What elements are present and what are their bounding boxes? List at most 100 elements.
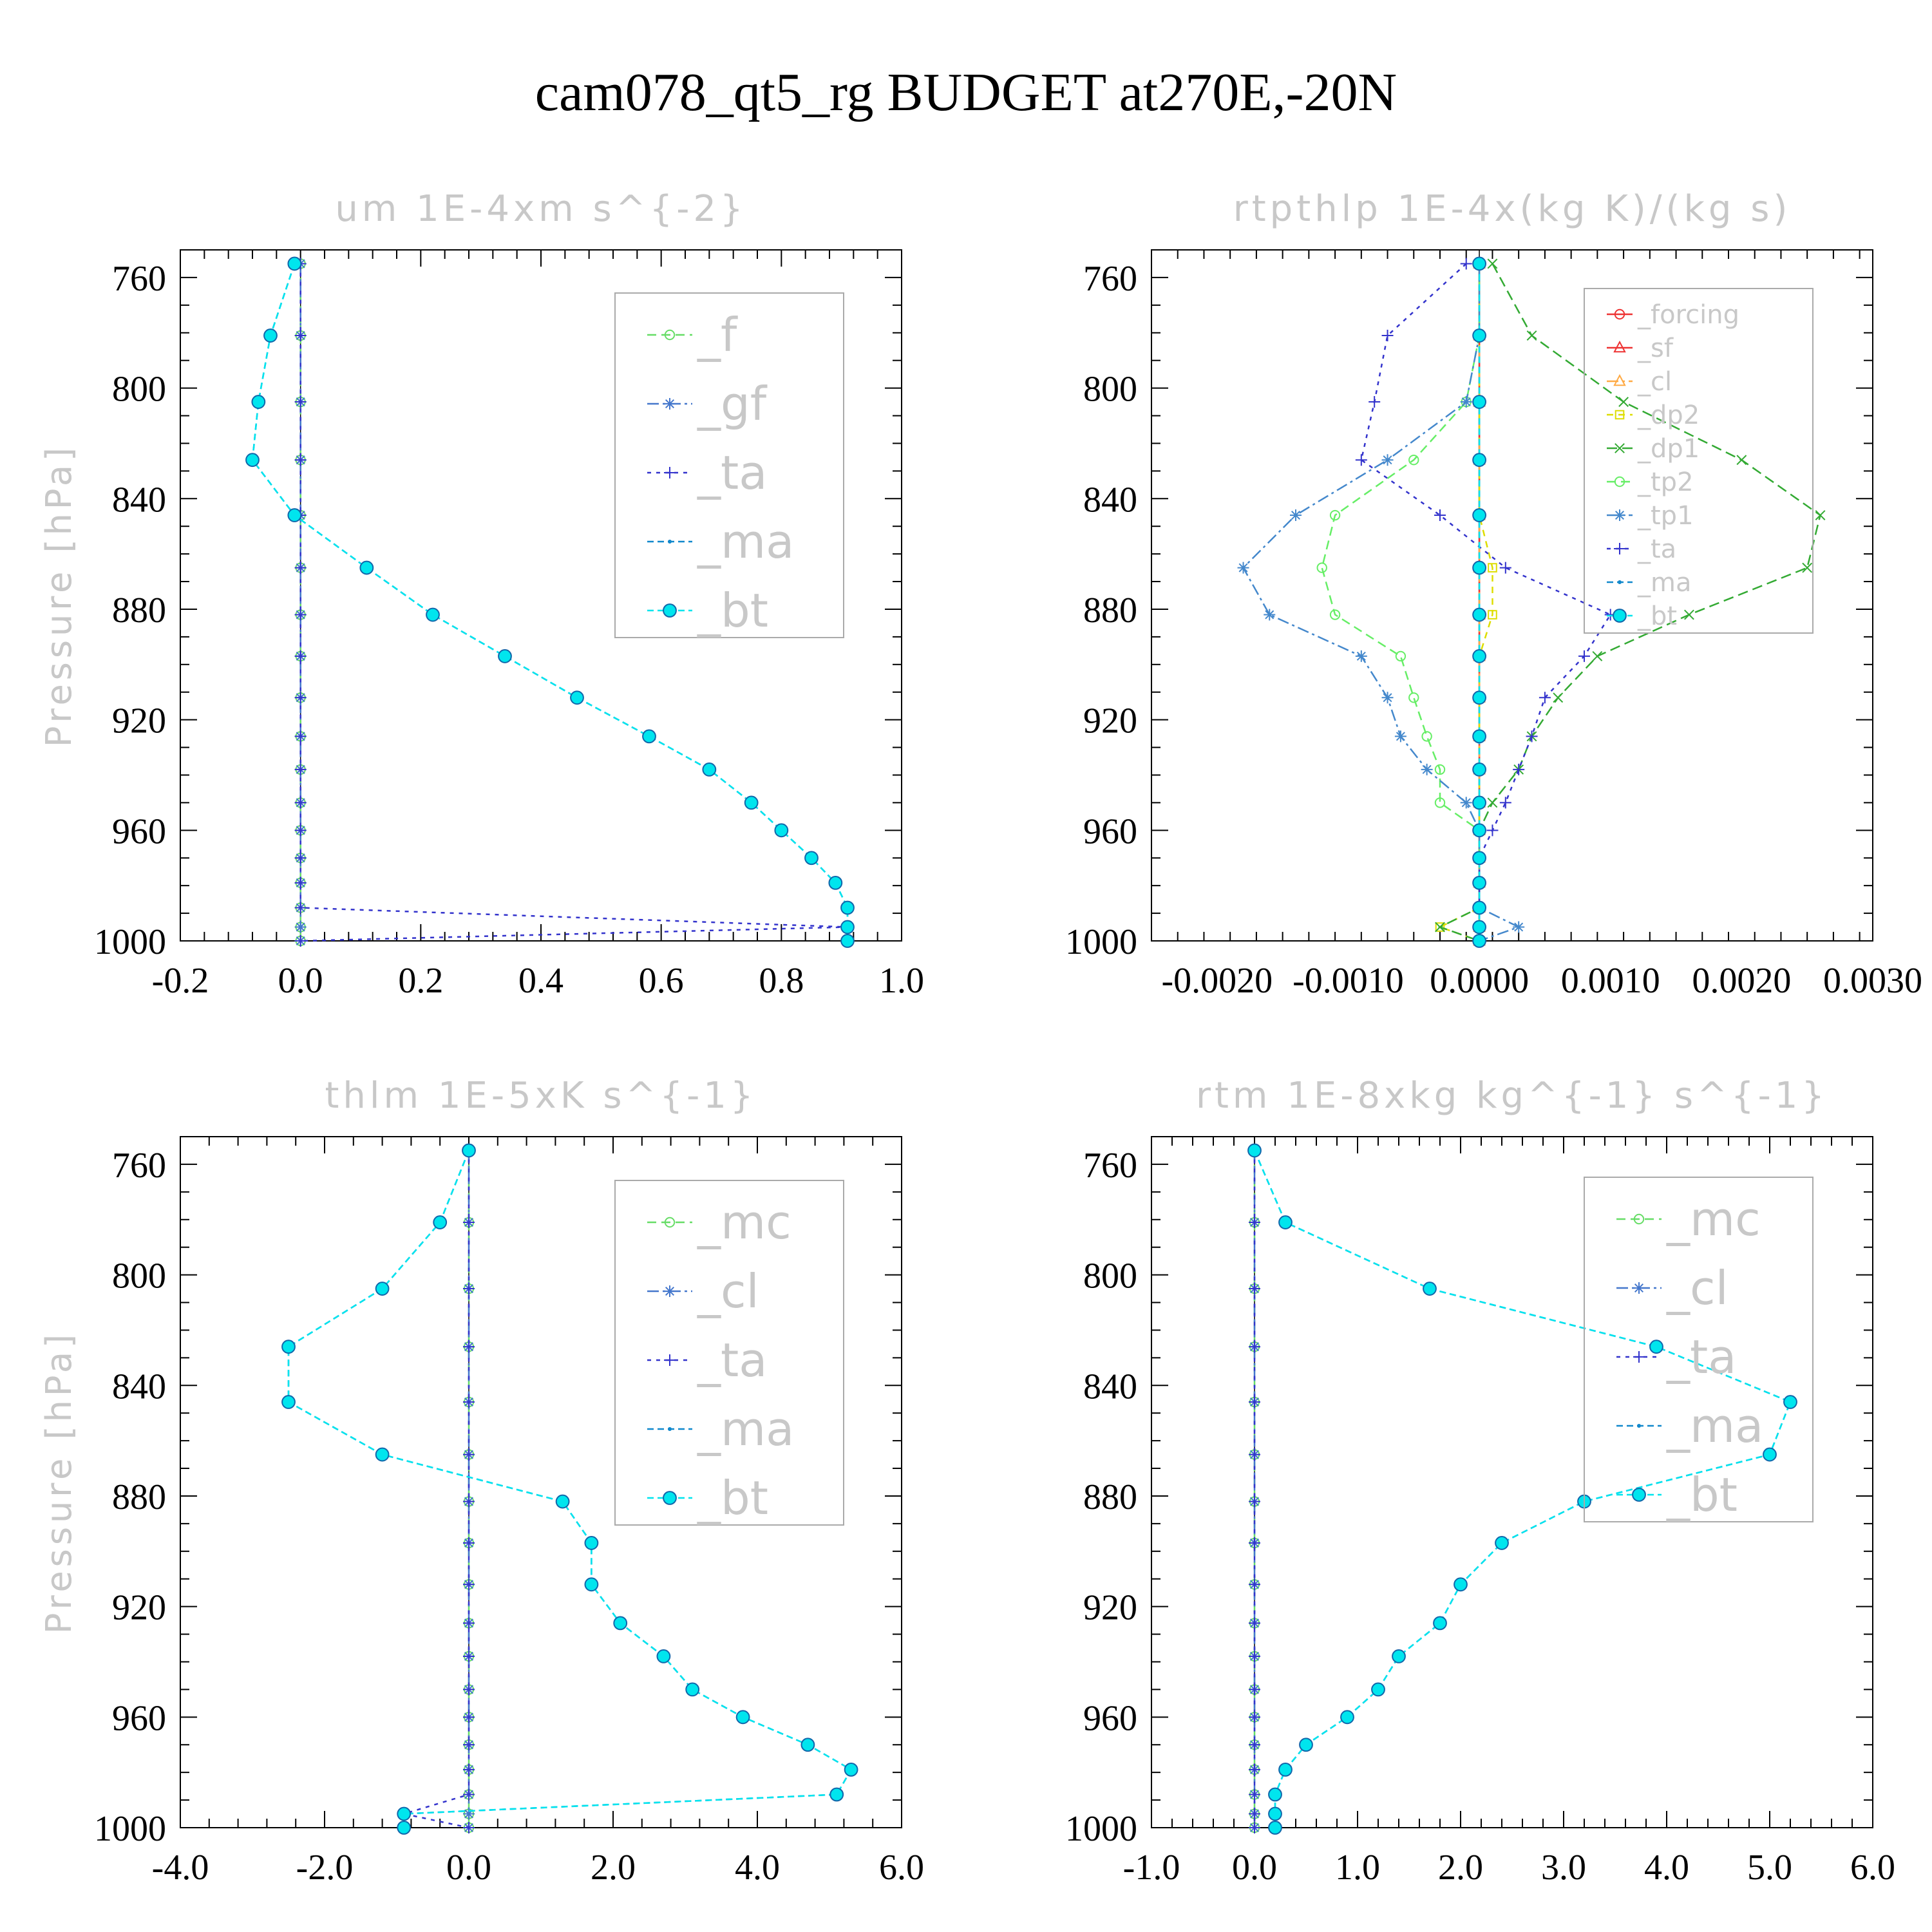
data-point (744, 795, 759, 810)
data-point (294, 330, 307, 342)
data-point (555, 1494, 570, 1509)
y-tick-label: 760 (1083, 1146, 1137, 1186)
data-point (263, 328, 278, 343)
legend-label: _tp1 (1637, 501, 1694, 531)
x-tick-label: 2.0 (591, 1848, 636, 1888)
data-point (584, 1536, 599, 1550)
x-tick-label: -0.2 (152, 961, 209, 1001)
data-point (840, 900, 855, 915)
series-bt (281, 1143, 858, 1835)
data-point (463, 1763, 475, 1776)
legend: _mc _cl _ta _ma _bt (614, 1180, 844, 1526)
data-point (1434, 509, 1446, 522)
data-point (1435, 922, 1445, 933)
data-point (1495, 1536, 1509, 1550)
y-tick-label: 880 (1083, 591, 1137, 630)
data-point (1408, 454, 1419, 466)
legend-label: _ma (1637, 568, 1691, 598)
y-tick-label: 840 (1083, 480, 1137, 520)
data-point (294, 852, 307, 864)
y-tick-label: 920 (112, 1588, 166, 1628)
y-tick-label: 800 (112, 370, 166, 410)
data-point (294, 876, 307, 889)
legend-marker (1632, 1488, 1646, 1502)
x-tick-label: 0.0030 (1823, 961, 1922, 1001)
data-point (1394, 730, 1406, 743)
data-point (1472, 690, 1486, 705)
data-point (463, 1739, 475, 1751)
data-point (1381, 454, 1394, 466)
data-point (1460, 258, 1472, 270)
data-point (294, 824, 307, 837)
data-point (1472, 795, 1486, 810)
x-tick-label: 0.0 (1232, 1848, 1277, 1888)
data-point (570, 690, 584, 705)
legend-marker (664, 467, 676, 478)
x-tick-label: -2.0 (296, 1848, 354, 1888)
x-tick-label: 0.2 (398, 961, 443, 1001)
data-point (1368, 396, 1381, 408)
data-point (1472, 508, 1486, 522)
y-tick-label: 840 (112, 480, 166, 520)
x-tick-label: 0.0010 (1561, 961, 1660, 1001)
legend-marker (1614, 509, 1625, 521)
legend-label: _bt (697, 583, 768, 638)
legend-label: _sf (1637, 334, 1674, 363)
data-point (1434, 764, 1446, 775)
y-tick-label: 880 (1083, 1477, 1137, 1517)
data-point (463, 1283, 475, 1295)
legend-box (614, 292, 844, 638)
legend-item: _cl (647, 1264, 759, 1318)
data-point (1649, 1340, 1663, 1354)
panel-thlm: thlm 1E-5xK s^{-1} Pressure [hPa] 760 800 84… (39, 1075, 924, 1888)
data-point (1513, 921, 1525, 933)
data-point (294, 730, 307, 743)
data-point (1472, 729, 1486, 744)
y-tick-label: 960 (1083, 1698, 1137, 1738)
legend-marker (1615, 410, 1625, 420)
panel-rtpthlp: rtpthlp 1E-4x(kg K)/(kg s) Pressure [hPa]… (39, 188, 1922, 1001)
series-ta (294, 258, 853, 947)
data-point (463, 1822, 475, 1833)
data-point (1278, 1215, 1293, 1229)
x-tick-label: 5.0 (1747, 1848, 1792, 1888)
legend-item: _ta (647, 446, 767, 500)
data-point (1355, 454, 1367, 466)
series-ta (1355, 258, 1616, 947)
data-point (1460, 396, 1472, 408)
legend-marker (1633, 1351, 1645, 1363)
series-bt (1247, 1143, 1797, 1835)
data-point (1592, 651, 1603, 661)
series-dp1 (1435, 258, 1826, 946)
panel-title: rtpthlp 1E-4x(kg K)/(kg s) (1233, 188, 1792, 230)
plot-frame (1151, 1136, 1873, 1828)
data-point (1488, 563, 1497, 573)
panel-title: thlm 1E-5xK s^{-1} (325, 1075, 757, 1117)
data-point (1499, 562, 1511, 574)
x-tick-label: -4.0 (152, 1848, 209, 1888)
data-point (1499, 797, 1511, 809)
legend-marker (1637, 1424, 1641, 1428)
legend-item: _ta (1616, 1330, 1736, 1384)
data-point (613, 1616, 628, 1631)
x-tick-label: 4.0 (735, 1848, 780, 1888)
data-point (463, 1448, 475, 1461)
y-tick-label: 960 (112, 1698, 166, 1738)
y-tick-label: 760 (112, 1146, 166, 1186)
y-tick-label: 800 (1083, 1256, 1137, 1296)
legend-marker (1618, 580, 1622, 584)
x-tick-label: -0.0020 (1161, 961, 1273, 1001)
legend-item: _ma (1607, 568, 1691, 598)
data-point (804, 851, 819, 866)
panel-title: um 1E-4xm s^{-2} (335, 188, 746, 230)
data-point (828, 875, 843, 890)
data-point (287, 256, 302, 271)
data-point (1539, 692, 1551, 704)
legend-item: _bt (647, 583, 768, 638)
legend-item: _bt (1616, 1468, 1738, 1522)
data-point (426, 607, 440, 622)
data-point (1472, 823, 1486, 838)
legend-marker (663, 1491, 677, 1505)
data-point (1408, 692, 1419, 703)
data-point (1249, 1448, 1260, 1461)
